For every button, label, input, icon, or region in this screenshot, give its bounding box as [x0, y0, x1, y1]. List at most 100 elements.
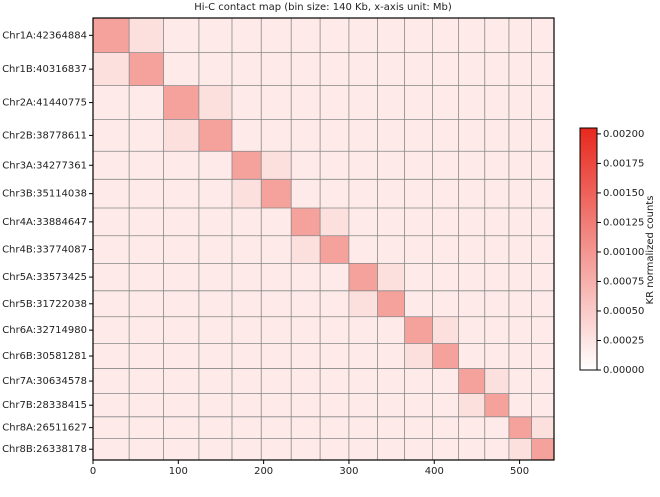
heatmap-cell	[404, 316, 433, 344]
heatmap-cell	[129, 18, 164, 53]
heatmap-cell	[231, 151, 262, 180]
heatmap-cell	[377, 416, 405, 439]
heatmap-cell	[198, 290, 232, 317]
x-tick-label: 200	[254, 466, 273, 477]
x-tick-label: 500	[510, 466, 529, 477]
heatmap-cell	[432, 52, 459, 86]
heatmap-cell	[432, 416, 459, 439]
heatmap-cell	[458, 179, 485, 209]
heatmap-cell	[404, 18, 433, 53]
heatmap-cell	[198, 52, 232, 86]
heatmap-cell	[261, 290, 292, 317]
heatmap-cell	[320, 438, 349, 461]
heatmap-cell	[531, 343, 555, 369]
heatmap-cell	[404, 343, 433, 369]
heatmap-cell	[458, 52, 485, 86]
heatmap-cell	[261, 208, 292, 236]
y-tick-label: Chr6A:32714980	[2, 325, 87, 336]
heatmap-cell	[484, 151, 509, 180]
heatmap-cell	[291, 368, 321, 394]
heatmap-cell	[484, 343, 509, 369]
heatmap-cell	[432, 235, 459, 264]
heatmap-cell	[484, 235, 509, 264]
heatmap-cell	[320, 393, 349, 417]
heatmap-cell	[508, 235, 532, 264]
heatmap-cell	[231, 119, 262, 152]
heatmap-cell	[458, 290, 485, 317]
colorbar-tick-label: 0.00050	[603, 306, 644, 317]
heatmap-cell	[198, 438, 232, 461]
heatmap-cell	[404, 179, 433, 209]
y-tick-label: Chr4B:33774087	[2, 245, 87, 256]
heatmap-cell	[531, 263, 555, 291]
heatmap-cell	[320, 290, 349, 317]
heatmap-cell	[129, 263, 164, 291]
heatmap-cell	[93, 208, 130, 236]
heatmap-cell	[231, 179, 262, 209]
heatmap-cell	[198, 119, 232, 152]
heatmap-cell	[348, 85, 378, 120]
heatmap-cell	[404, 290, 433, 317]
heatmap-cell	[404, 151, 433, 180]
heatmap-cell	[458, 416, 485, 439]
heatmap-cell	[261, 368, 292, 394]
heatmap-cell	[404, 208, 433, 236]
heatmap-cell	[531, 416, 555, 439]
heatmap-cell	[432, 151, 459, 180]
x-tick-label: 0	[90, 466, 96, 477]
heatmap-cell	[198, 343, 232, 369]
heatmap-cell	[348, 343, 378, 369]
heatmap-cell	[377, 263, 405, 291]
heatmap-cell	[320, 343, 349, 369]
heatmap-cell	[261, 151, 292, 180]
heatmap-cell	[231, 208, 262, 236]
heatmap-cell	[261, 263, 292, 291]
heatmap-cell	[198, 235, 232, 264]
heatmap-cell	[508, 393, 532, 417]
colorbar-tick-label: 0.00025	[603, 335, 644, 346]
heatmap-cell	[320, 119, 349, 152]
heatmap-cell	[231, 263, 262, 291]
heatmap-cell	[261, 416, 292, 439]
heatmap-cell	[348, 179, 378, 209]
heatmap-cell	[377, 179, 405, 209]
heatmap-cell	[458, 235, 485, 264]
heatmap-cell	[484, 52, 509, 86]
heatmap-cell	[93, 290, 130, 317]
heatmap-cell	[377, 18, 405, 53]
heatmap-cell	[432, 119, 459, 152]
heatmap-cell	[377, 52, 405, 86]
heatmap-cell	[508, 263, 532, 291]
heatmap-cell	[163, 52, 199, 86]
heatmap-cell	[531, 52, 555, 86]
heatmap-cell	[93, 151, 130, 180]
heatmap-cell	[129, 208, 164, 236]
heatmap-cell	[93, 52, 130, 86]
colorbar-tick-label: 0.00075	[603, 276, 644, 287]
colorbar	[579, 127, 598, 371]
heatmap-cell	[320, 235, 349, 264]
heatmap-cell	[231, 235, 262, 264]
heatmap-cell	[432, 263, 459, 291]
heatmap-cell	[198, 368, 232, 394]
heatmap-cell	[320, 368, 349, 394]
heatmap-cell	[404, 263, 433, 291]
heatmap-cell	[129, 368, 164, 394]
chart-title: Hi-C contact map (bin size: 140 Kb, x-ax…	[194, 2, 452, 13]
heatmap-cell	[291, 179, 321, 209]
heatmap-cell	[432, 393, 459, 417]
heatmap-cell	[129, 316, 164, 344]
colorbar-label: KR normalized counts	[645, 196, 656, 305]
heatmap-cell	[531, 151, 555, 180]
heatmap-cell	[291, 85, 321, 120]
heatmap-cell	[198, 18, 232, 53]
heatmap-cell	[348, 52, 378, 86]
heatmap-cell	[508, 290, 532, 317]
y-tick-label: Chr5B:31722038	[2, 299, 87, 310]
heatmap-cell	[320, 151, 349, 180]
colorbar-tick-label: 0.00125	[603, 217, 644, 228]
heatmap-cell	[163, 18, 199, 53]
y-tick-label: Chr8A:26511627	[2, 423, 87, 434]
heatmap-cell	[348, 393, 378, 417]
